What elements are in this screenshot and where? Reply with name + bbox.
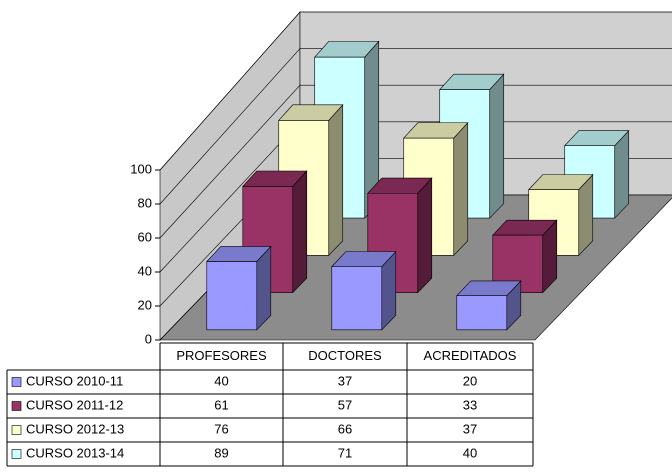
legend-swatch bbox=[11, 377, 22, 387]
grid-line bbox=[159, 84, 672, 239]
table-value: 76 bbox=[214, 421, 228, 436]
table-value: 66 bbox=[338, 421, 352, 436]
table-value: 57 bbox=[338, 397, 352, 412]
bar-front bbox=[206, 261, 258, 331]
bar-side bbox=[417, 177, 433, 294]
table-value: 40 bbox=[214, 373, 228, 388]
grid-line bbox=[159, 11, 672, 171]
y-tick-label: 100 bbox=[130, 161, 152, 176]
y-tick-label: 20 bbox=[138, 297, 152, 312]
bar-top bbox=[367, 177, 433, 194]
table-value: 20 bbox=[463, 373, 477, 388]
table-value: 40 bbox=[463, 445, 477, 460]
bar bbox=[331, 250, 397, 331]
y-tick-label: 80 bbox=[138, 195, 152, 210]
bar bbox=[206, 245, 272, 331]
table-header: ACREDITADOS bbox=[424, 348, 517, 363]
bar-top bbox=[331, 251, 397, 267]
bar-top bbox=[314, 41, 380, 58]
y-tick-label: 40 bbox=[138, 263, 152, 278]
bar-top bbox=[403, 122, 469, 139]
table-value: 61 bbox=[214, 397, 228, 412]
legend-label: CURSO 2011-12 bbox=[26, 397, 123, 412]
bar-top bbox=[528, 174, 594, 190]
bar-top bbox=[439, 73, 505, 90]
bar-top bbox=[456, 280, 522, 296]
table-value: 71 bbox=[338, 445, 352, 460]
y-tick-label: 0 bbox=[145, 331, 152, 346]
table-value: 37 bbox=[463, 421, 477, 436]
legend-swatch bbox=[11, 425, 22, 435]
table-header: DOCTORES bbox=[308, 348, 382, 363]
bar-side bbox=[453, 121, 469, 257]
table-value: 33 bbox=[463, 397, 477, 412]
bar-side bbox=[489, 73, 505, 219]
bar bbox=[456, 280, 522, 331]
legend-swatch bbox=[11, 401, 22, 411]
legend-label: CURSO 2010-11 bbox=[26, 373, 123, 388]
bar-side bbox=[328, 104, 344, 257]
bar-top bbox=[242, 170, 308, 187]
legend-label: CURSO 2013-14 bbox=[26, 445, 124, 460]
bar-top bbox=[278, 104, 344, 121]
bar-front bbox=[456, 295, 508, 331]
y-tick-label: 60 bbox=[138, 229, 152, 244]
table-value: 89 bbox=[214, 445, 228, 460]
bar bbox=[492, 219, 558, 294]
bar-front bbox=[331, 266, 383, 331]
legend-swatch bbox=[11, 449, 22, 459]
bar-side bbox=[292, 170, 308, 294]
table-value: 37 bbox=[338, 373, 352, 388]
bar-top bbox=[206, 246, 272, 262]
bar-top bbox=[564, 130, 630, 146]
bar-top bbox=[492, 219, 558, 236]
grid-line bbox=[159, 48, 672, 205]
legend-label: CURSO 2012-13 bbox=[26, 421, 124, 436]
table-header: PROFESORES bbox=[176, 348, 267, 363]
